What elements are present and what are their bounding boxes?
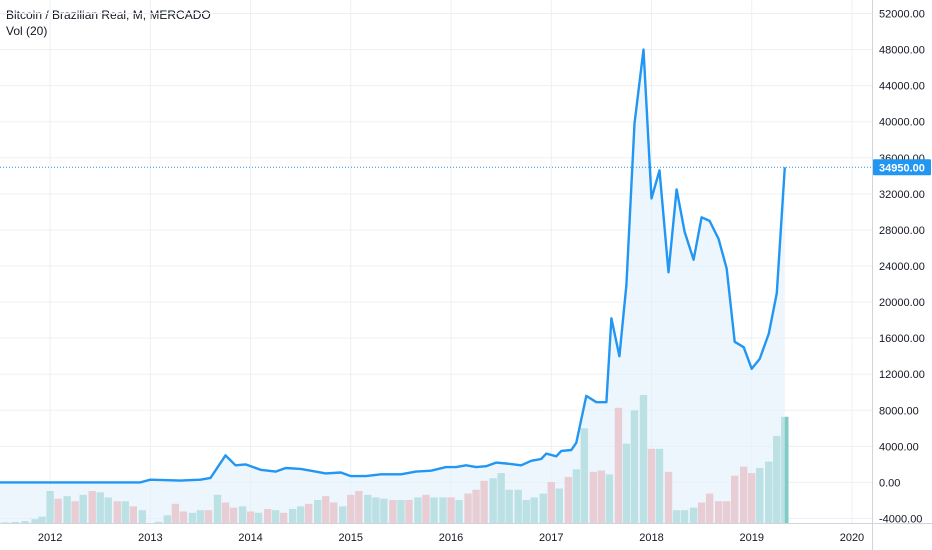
y-tick-label: 44000.00 [879, 81, 925, 93]
chart-legend: Bitcoin / Brazilian Real, M, MERCADO Vol… [6, 7, 211, 39]
x-axis-ticks: 2012 2013 2014 2015 2016 2017 2018 2019 2020 [38, 532, 864, 544]
y-tick-label: 16000.00 [879, 333, 925, 345]
x-tick-label: 2016 [439, 532, 463, 544]
y-tick-label: 40000.00 [879, 117, 925, 129]
y-tick-label: 4000.00 [879, 441, 919, 453]
x-tick-label: 2020 [840, 532, 864, 544]
x-tick-label: 2019 [739, 532, 763, 544]
y-tick-label: 32000.00 [879, 189, 925, 201]
symbol-title[interactable]: Bitcoin / Brazilian Real, M, MERCADO [6, 8, 211, 22]
price-series-line [0, 48, 786, 484]
y-tick-label: 12000.00 [879, 369, 925, 381]
x-tick-label: 2017 [539, 532, 563, 544]
last-price-label-bg [873, 159, 931, 176]
x-tick-label: 2015 [339, 532, 363, 544]
price-line [0, 48, 786, 484]
price-area [0, 49, 785, 523]
x-tick-label: 2013 [138, 532, 162, 544]
x-tick-label: 2014 [238, 532, 262, 544]
y-tick-label: -4000.00 [879, 513, 922, 525]
y-tick-label: 20000.00 [879, 297, 925, 309]
x-tick-label: 2018 [639, 532, 663, 544]
y-tick-label: 0.00 [879, 477, 900, 489]
y-tick-label: 48000.00 [879, 45, 925, 57]
volume-indicator-label[interactable]: Vol (20) [6, 24, 48, 38]
last-price-label: 34950.00 [873, 159, 931, 176]
y-tick-label: 8000.00 [879, 405, 919, 417]
y-axis-ticks: 52000.0048000.0044000.0040000.0036000.00… [879, 9, 925, 526]
y-tick-label: 52000.00 [879, 9, 925, 21]
price-area-fill [0, 49, 785, 523]
x-tick-label: 2012 [38, 532, 62, 544]
last-price-label-text: 34950.00 [879, 162, 925, 174]
y-tick-label: 28000.00 [879, 225, 925, 237]
y-tick-label: 24000.00 [879, 261, 925, 273]
